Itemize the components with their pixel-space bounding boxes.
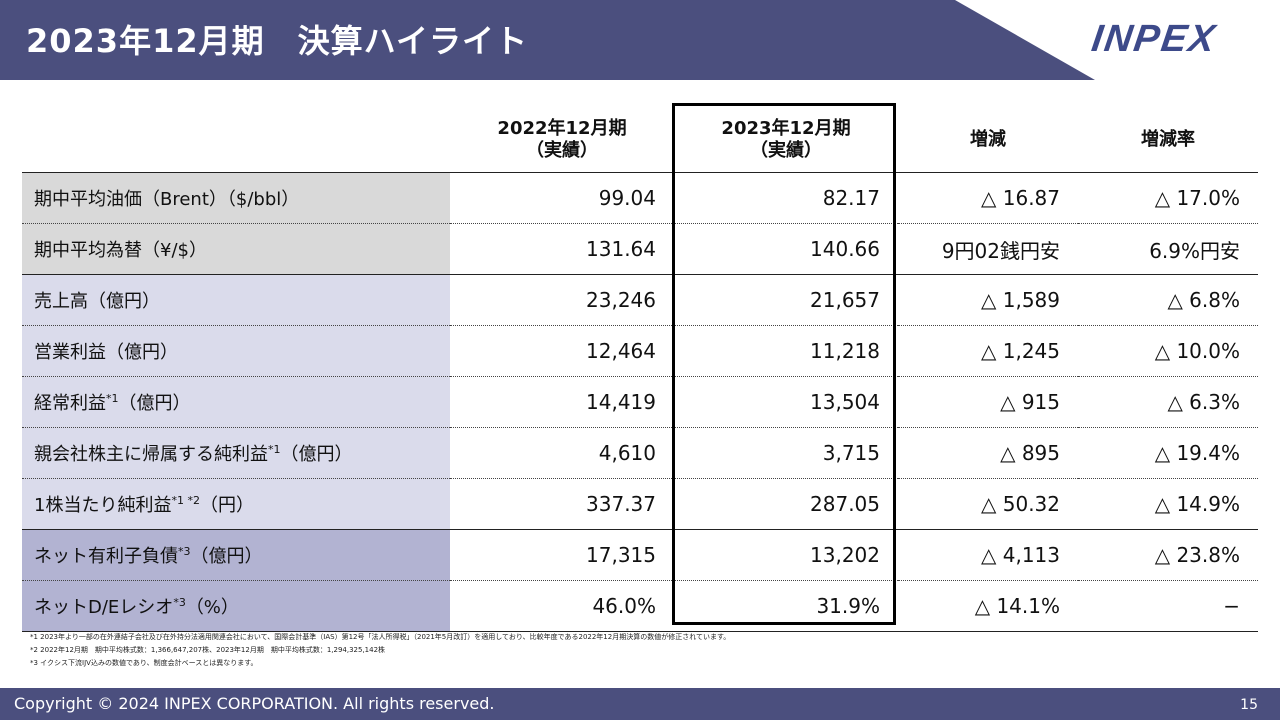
cell-2022: 46.0% (450, 580, 674, 632)
footnote-1: *1 2023年より一部の在外連結子会社及び在外持分法適用関連会社において、国際… (30, 633, 731, 641)
cell-rate: △ 6.8% (1078, 274, 1258, 326)
cell-change: △ 1,245 (898, 325, 1078, 377)
column-header-change: 増減 (970, 129, 1006, 150)
cell-change: △ 14.1% (898, 580, 1078, 632)
table-row: ネット有利子負債*3（億円） 17,315 13,202 △ 4,113 △ 2… (22, 529, 1258, 581)
header-corner (22, 108, 450, 173)
cell-2022: 12,464 (450, 325, 674, 377)
cell-2023: 3,715 (674, 427, 898, 479)
column-header-2023: 2023年12月期 （実績） (721, 118, 851, 161)
footnote-mark: *1 (106, 392, 119, 405)
cell-2023: 13,202 (674, 529, 898, 581)
cell-rate: △ 14.9% (1078, 478, 1258, 530)
table-row: ネットD/Eレシオ*3（%） 46.0% 31.9% △ 14.1% − (22, 580, 1258, 632)
row-label: 売上高（億円） (22, 274, 450, 326)
cell-2022: 131.64 (450, 223, 674, 275)
column-header-2022: 2022年12月期 （実績） (497, 118, 627, 161)
cell-change: △ 16.87 (898, 172, 1078, 224)
row-label: 期中平均為替（¥/$） (22, 223, 450, 275)
table-row: 売上高（億円） 23,246 21,657 △ 1,589 △ 6.8% (22, 274, 1258, 326)
cell-rate: △ 19.4% (1078, 427, 1258, 479)
cell-2023: 31.9% (674, 580, 898, 632)
footer-bar: Copyright © 2024 INPEX CORPORATION. All … (0, 688, 1280, 720)
cell-change: 9円02銭円安 (898, 223, 1078, 275)
row-label: ネットD/Eレシオ*3（%） (22, 580, 450, 632)
table-row: 期中平均油価（Brent）（$/bbl） 99.04 82.17 △ 16.87… (22, 172, 1258, 224)
cell-rate: △ 23.8% (1078, 529, 1258, 581)
footnote-3: *3 イクシス下流IJV込みの数値であり、制度会計ベースとは異なります。 (30, 659, 258, 667)
page-title: 2023年12月期 決算ハイライト (26, 22, 528, 60)
header-banner-shape (0, 0, 1095, 80)
row-label: 経常利益*1（億円） (22, 376, 450, 428)
row-label: ネット有利子負債*3（億円） (22, 529, 450, 581)
cell-rate: △ 17.0% (1078, 172, 1258, 224)
table-header-row: 2022年12月期 （実績） 2023年12月期 （実績） 増減 増減率 (22, 108, 1258, 173)
page-number: 15 (1240, 697, 1258, 713)
row-label: 1株当たり純利益*1 *2（円） (22, 478, 450, 530)
cell-rate: 6.9%円安 (1078, 223, 1258, 275)
footnote-mark: *1 (268, 443, 281, 456)
copyright-text: Copyright © 2024 INPEX CORPORATION. All … (14, 694, 495, 713)
cell-2022: 99.04 (450, 172, 674, 224)
row-label: 期中平均油価（Brent）（$/bbl） (22, 172, 450, 224)
cell-rate: △ 10.0% (1078, 325, 1258, 377)
cell-rate: △ 6.3% (1078, 376, 1258, 428)
cell-rate: − (1078, 580, 1258, 632)
table-row: 経常利益*1（億円） 14,419 13,504 △ 915 △ 6.3% (22, 376, 1258, 428)
table-row: 営業利益（億円） 12,464 11,218 △ 1,245 △ 10.0% (22, 325, 1258, 377)
footnotes: *1 2023年より一部の在外連結子会社及び在外持分法適用関連会社において、国際… (30, 631, 730, 670)
cell-2022: 17,315 (450, 529, 674, 581)
table-row: 期中平均為替（¥/$） 131.64 140.66 9円02銭円安 6.9%円安 (22, 223, 1258, 275)
cell-2022: 14,419 (450, 376, 674, 428)
cell-2023: 82.17 (674, 172, 898, 224)
cell-change: △ 1,589 (898, 274, 1078, 326)
cell-2023: 21,657 (674, 274, 898, 326)
footnote-mark: *3 (178, 545, 191, 558)
footnote-mark: *1 *2 (171, 494, 200, 507)
highlights-table: 2022年12月期 （実績） 2023年12月期 （実績） 増減 増減率 期中平… (22, 108, 1258, 632)
cell-2023: 140.66 (674, 223, 898, 275)
footnote-2: *2 2022年12月期 期中平均株式数：1,366,647,207株、2023… (30, 646, 386, 654)
cell-2022: 23,246 (450, 274, 674, 326)
cell-change: △ 915 (898, 376, 1078, 428)
cell-change: △ 50.32 (898, 478, 1078, 530)
cell-2022: 337.37 (450, 478, 674, 530)
row-label: 営業利益（億円） (22, 325, 450, 377)
column-header-change-rate: 増減率 (1141, 129, 1195, 150)
table-row: 1株当たり純利益*1 *2（円） 337.37 287.05 △ 50.32 △… (22, 478, 1258, 530)
cell-2022: 4,610 (450, 427, 674, 479)
table-row: 親会社株主に帰属する純利益*1（億円） 4,610 3,715 △ 895 △ … (22, 427, 1258, 479)
cell-2023: 11,218 (674, 325, 898, 377)
cell-2023: 287.05 (674, 478, 898, 530)
inpex-logo: INPEX (1089, 18, 1220, 60)
cell-2023: 13,504 (674, 376, 898, 428)
footnote-mark: *3 (173, 596, 186, 609)
cell-change: △ 4,113 (898, 529, 1078, 581)
row-label: 親会社株主に帰属する純利益*1（億円） (22, 427, 450, 479)
header-bar (0, 0, 1280, 80)
cell-change: △ 895 (898, 427, 1078, 479)
